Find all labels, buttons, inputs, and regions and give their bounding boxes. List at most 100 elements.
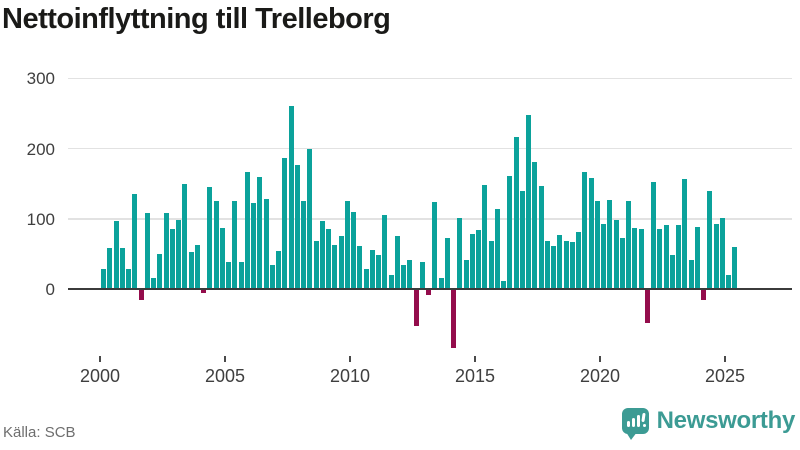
bar (713, 223, 719, 289)
x-tick (724, 356, 726, 362)
bar (207, 187, 213, 289)
bar (594, 201, 600, 289)
x-tick-label: 2010 (329, 366, 371, 386)
bar (151, 277, 157, 289)
y-tick-label: 100 (26, 209, 55, 229)
x-tick-label: 2020 (579, 366, 621, 386)
bar (501, 280, 507, 289)
bar (707, 191, 713, 289)
bar (588, 178, 594, 289)
bar (282, 157, 288, 289)
y-tick-label: 200 (26, 139, 55, 159)
bar (544, 240, 550, 289)
bar (526, 114, 532, 289)
bar (644, 289, 650, 323)
bar (494, 208, 500, 289)
bar (726, 274, 732, 289)
bar (651, 181, 657, 289)
bar (426, 289, 432, 296)
bar (507, 175, 513, 289)
bar (357, 246, 363, 289)
bar (319, 220, 325, 289)
bar (451, 289, 457, 348)
source-caption: Källa: SCB (3, 424, 76, 441)
bar (213, 201, 219, 289)
bar (694, 226, 700, 289)
bar (632, 227, 638, 289)
bar (307, 148, 313, 289)
bar (438, 277, 444, 289)
bar (113, 220, 119, 289)
bar (157, 253, 163, 289)
x-tick (99, 356, 101, 362)
page-title: Nettoinflyttning till Trelleborg (2, 3, 391, 35)
bar (344, 201, 350, 289)
bar (719, 218, 725, 289)
bar (551, 246, 557, 289)
bar (138, 289, 144, 301)
bar (338, 235, 344, 289)
bar (188, 251, 194, 289)
bar (432, 201, 438, 289)
bar (226, 262, 232, 289)
bar (257, 177, 263, 289)
bar (144, 213, 150, 289)
bar (476, 230, 482, 289)
y-gridline (68, 218, 792, 220)
bar (276, 251, 282, 289)
newsworthy-logo: Newsworthy (621, 407, 795, 440)
bar (269, 265, 275, 289)
bar (457, 218, 463, 289)
bar (732, 246, 738, 289)
y-tick-label: 0 (45, 280, 55, 299)
bar (601, 224, 607, 289)
x-tick (224, 356, 226, 362)
bar (313, 240, 319, 289)
bar (407, 259, 413, 289)
bar (369, 250, 375, 289)
bar (519, 191, 525, 289)
bar (563, 240, 569, 289)
bar (419, 262, 425, 289)
bar (401, 265, 407, 289)
bar (619, 237, 625, 289)
bar (376, 254, 382, 289)
bar (382, 215, 388, 289)
bar (182, 184, 188, 289)
x-tick (474, 356, 476, 362)
bar (444, 237, 450, 289)
bar (126, 268, 132, 289)
y-gridline (68, 77, 792, 80)
bar (682, 179, 688, 289)
bar (288, 106, 294, 289)
bar (132, 194, 138, 289)
bar (107, 248, 113, 289)
bar (219, 227, 225, 289)
bar (301, 201, 307, 289)
x-tick (599, 356, 601, 362)
bar (201, 289, 207, 293)
bar (394, 236, 400, 289)
bar (676, 225, 682, 289)
x-tick-label: 2015 (454, 366, 496, 386)
bar (388, 274, 394, 289)
bar (169, 228, 175, 289)
y-tick-label: 300 (26, 69, 55, 89)
x-tick-label: 2005 (204, 366, 246, 386)
bar (582, 171, 588, 289)
bar (513, 137, 519, 289)
bar (469, 234, 475, 289)
bar (251, 202, 257, 289)
bar (626, 201, 632, 289)
bar (232, 201, 238, 289)
bar (101, 268, 107, 289)
newsworthy-logo-icon (621, 407, 649, 440)
bar (244, 172, 250, 289)
bar (332, 245, 338, 289)
y-gridline (68, 147, 792, 150)
x-tick-label: 2000 (79, 366, 121, 386)
bar (663, 225, 669, 289)
bar (569, 241, 575, 289)
bar (657, 228, 663, 289)
